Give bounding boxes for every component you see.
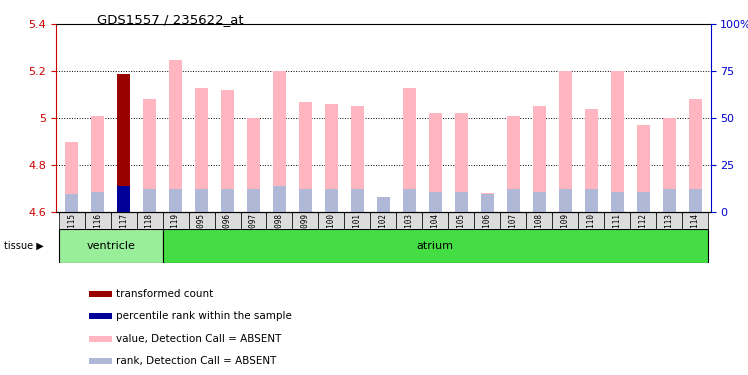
Bar: [89, 336, 112, 342]
Text: rank, Detection Call = ABSENT: rank, Detection Call = ABSENT: [116, 356, 277, 366]
Bar: [559, 189, 571, 212]
Bar: [273, 71, 286, 212]
Bar: [89, 358, 112, 364]
Bar: [403, 88, 416, 212]
Bar: [85, 212, 111, 262]
Bar: [656, 212, 682, 262]
Bar: [585, 109, 598, 212]
Bar: [663, 118, 675, 212]
Bar: [533, 192, 546, 212]
Text: GDS1557 / 235622_at: GDS1557 / 235622_at: [97, 13, 244, 26]
Bar: [506, 116, 520, 212]
Bar: [688, 99, 702, 212]
Bar: [500, 212, 526, 262]
Bar: [58, 212, 85, 262]
Bar: [221, 90, 234, 212]
Bar: [273, 186, 286, 212]
Bar: [351, 106, 364, 212]
Bar: [403, 189, 416, 212]
Bar: [423, 212, 448, 262]
Bar: [370, 212, 396, 262]
Bar: [610, 71, 624, 212]
Bar: [344, 212, 370, 262]
Bar: [169, 60, 182, 212]
Bar: [474, 212, 500, 262]
Bar: [143, 189, 156, 212]
Bar: [637, 125, 649, 212]
Bar: [559, 71, 571, 212]
Text: ventricle: ventricle: [86, 241, 135, 250]
Bar: [247, 189, 260, 212]
Bar: [137, 212, 162, 262]
Bar: [604, 212, 630, 262]
Bar: [325, 189, 338, 212]
Bar: [610, 192, 624, 212]
Bar: [65, 194, 79, 212]
Bar: [481, 193, 494, 212]
Bar: [481, 194, 494, 212]
Bar: [221, 189, 234, 212]
Bar: [637, 192, 649, 212]
Bar: [396, 212, 423, 262]
Text: tissue ▶: tissue ▶: [4, 241, 43, 250]
Bar: [143, 99, 156, 212]
Bar: [58, 229, 162, 262]
Bar: [429, 192, 442, 212]
Bar: [195, 189, 208, 212]
Bar: [162, 212, 188, 262]
Bar: [91, 116, 104, 212]
Bar: [455, 114, 468, 212]
Bar: [325, 104, 338, 212]
Bar: [299, 189, 312, 212]
Bar: [111, 212, 137, 262]
Bar: [162, 229, 708, 262]
Bar: [241, 212, 266, 262]
Bar: [377, 200, 390, 212]
Bar: [266, 212, 292, 262]
Bar: [455, 192, 468, 212]
Bar: [65, 141, 79, 212]
Text: atrium: atrium: [417, 241, 454, 250]
Bar: [429, 114, 442, 212]
Bar: [169, 189, 182, 212]
Bar: [195, 88, 208, 212]
Bar: [319, 212, 344, 262]
Text: percentile rank within the sample: percentile rank within the sample: [116, 311, 292, 321]
Bar: [377, 197, 390, 212]
Bar: [89, 291, 112, 297]
Text: value, Detection Call = ABSENT: value, Detection Call = ABSENT: [116, 333, 282, 344]
Bar: [448, 212, 474, 262]
Bar: [215, 212, 241, 262]
Bar: [89, 313, 112, 319]
Bar: [630, 212, 656, 262]
Bar: [526, 212, 552, 262]
Bar: [585, 189, 598, 212]
Bar: [506, 189, 520, 212]
Text: transformed count: transformed count: [116, 289, 214, 299]
Bar: [682, 212, 708, 262]
Bar: [117, 186, 130, 212]
Bar: [688, 189, 702, 212]
Bar: [292, 212, 319, 262]
Bar: [91, 192, 104, 212]
Bar: [247, 118, 260, 212]
Bar: [117, 74, 130, 212]
Bar: [188, 212, 215, 262]
Bar: [299, 102, 312, 212]
Bar: [351, 189, 364, 212]
Bar: [533, 106, 546, 212]
Bar: [663, 189, 675, 212]
Bar: [578, 212, 604, 262]
Bar: [552, 212, 578, 262]
